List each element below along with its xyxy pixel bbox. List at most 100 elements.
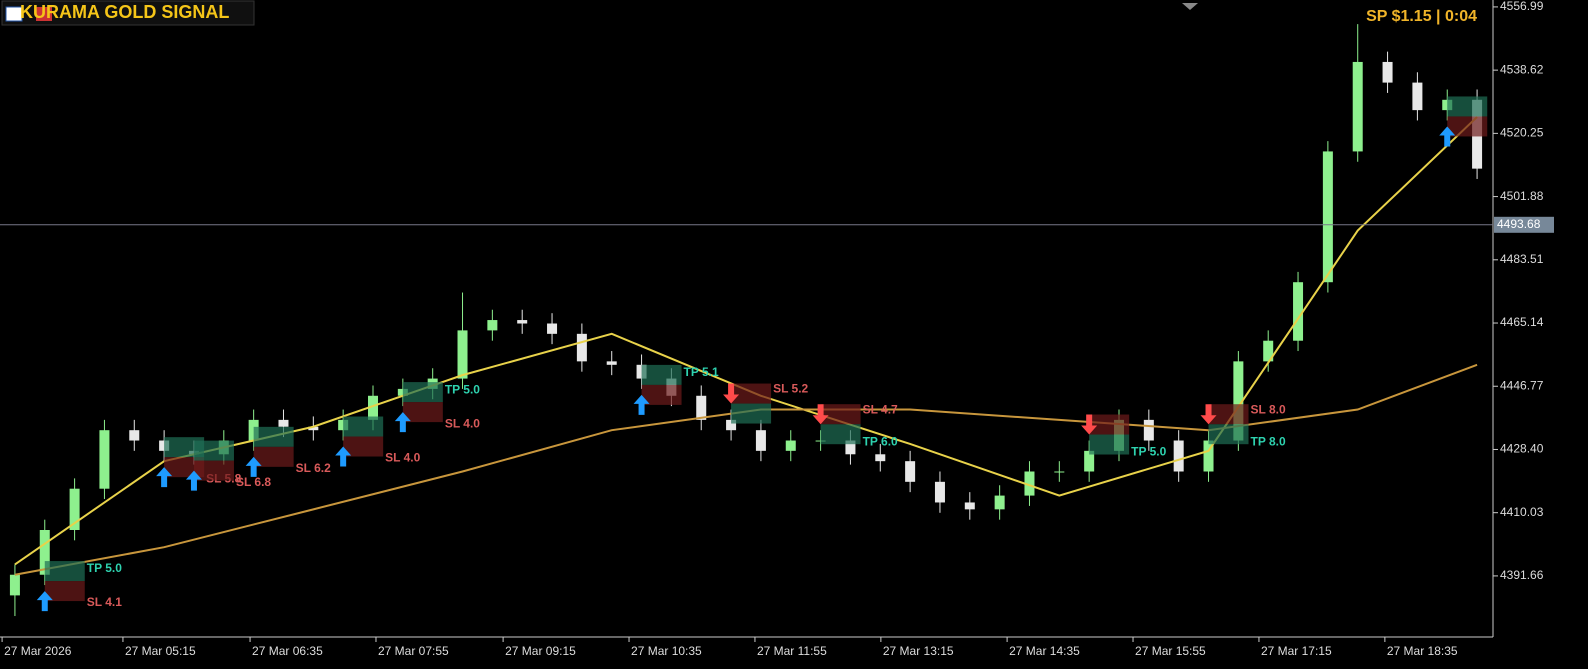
candle-body bbox=[99, 430, 110, 489]
sell-arrow bbox=[1200, 404, 1217, 425]
buy-arrow bbox=[633, 394, 650, 415]
x-tick-label: 27 Mar 06:35 bbox=[252, 644, 323, 658]
tp-label: TP 5.1 bbox=[684, 365, 719, 379]
candle-body bbox=[1084, 450, 1095, 472]
tp-label: TP 6.0 bbox=[863, 434, 898, 448]
sl-zone bbox=[402, 402, 443, 423]
x-tick-label: 27 Mar 17:15 bbox=[1261, 644, 1332, 658]
y-tick-label: 4538.62 bbox=[1500, 62, 1544, 76]
candle-body bbox=[368, 395, 378, 420]
sl-zone bbox=[641, 384, 682, 405]
candle-body bbox=[69, 488, 80, 530]
tp-zone bbox=[820, 424, 861, 445]
sl-zone bbox=[731, 383, 772, 404]
candle-body bbox=[547, 323, 558, 334]
y-tick-label: 4391.66 bbox=[1500, 568, 1544, 582]
buy-arrow bbox=[335, 446, 352, 467]
sl-zone bbox=[820, 404, 861, 425]
tp-zone bbox=[1089, 434, 1130, 455]
tp-zone bbox=[641, 364, 682, 385]
buy-arrow bbox=[394, 412, 411, 433]
tp-label: TP 8.0 bbox=[1251, 434, 1286, 448]
y-tick-label: 4410.03 bbox=[1500, 505, 1544, 519]
x-tick-label: 27 Mar 13:15 bbox=[883, 644, 954, 658]
candle-body bbox=[278, 419, 289, 427]
candle-body bbox=[1173, 440, 1184, 472]
sl-label: SL 4.1 bbox=[87, 595, 122, 609]
y-tick-label: 4428.40 bbox=[1500, 442, 1544, 456]
scroll-marker[interactable] bbox=[1182, 3, 1198, 10]
y-tick-label: 4556.99 bbox=[1500, 0, 1544, 13]
x-tick-label: 27 Mar 14:35 bbox=[1009, 644, 1080, 658]
tp-zone bbox=[731, 403, 772, 424]
candle-body bbox=[1382, 61, 1393, 83]
candle-body bbox=[785, 440, 796, 451]
candle-body bbox=[964, 502, 975, 510]
sl-zone bbox=[1447, 116, 1488, 137]
icon[interactable] bbox=[5, 6, 23, 22]
sl-zone bbox=[193, 460, 234, 481]
candle-body bbox=[1352, 61, 1363, 152]
x-tick-label: 27 Mar 11:55 bbox=[757, 644, 827, 658]
sl-zone bbox=[1089, 414, 1130, 435]
y-tick-label: 4483.51 bbox=[1500, 252, 1544, 266]
x-tick-label: 27 Mar 10:35 bbox=[631, 644, 702, 658]
tp-label: TP 5.0 bbox=[87, 561, 122, 575]
candle-body bbox=[129, 430, 140, 441]
candle-body bbox=[1203, 440, 1214, 472]
tp-zone bbox=[1208, 424, 1249, 445]
x-tick-label: 27 Mar 09:15 bbox=[505, 644, 576, 658]
buy-arrow bbox=[156, 467, 173, 488]
tp-zone bbox=[193, 440, 234, 461]
candle-body bbox=[606, 361, 617, 365]
candle-body bbox=[755, 430, 766, 451]
buy-arrow bbox=[245, 456, 262, 477]
candle-body bbox=[457, 330, 468, 379]
sl-zone bbox=[343, 436, 384, 457]
candle-body bbox=[1233, 361, 1244, 441]
x-tick-label: 27 Mar 15:55 bbox=[1135, 644, 1206, 658]
sl-label: SL 8.0 bbox=[1251, 402, 1286, 416]
tp-zone bbox=[1447, 96, 1488, 117]
sell-arrow bbox=[723, 383, 740, 404]
candle-body bbox=[1293, 282, 1304, 341]
candle-body bbox=[1024, 471, 1035, 496]
tp-zone bbox=[44, 561, 85, 582]
sl-label: SL 4.0 bbox=[385, 451, 420, 465]
candle-body bbox=[308, 426, 319, 431]
candle-body bbox=[517, 320, 528, 324]
y-tick-label: 4520.25 bbox=[1500, 126, 1544, 140]
sl-zone bbox=[1208, 404, 1249, 425]
candle-body bbox=[1054, 471, 1065, 473]
y-tick-label: 4501.88 bbox=[1500, 189, 1544, 203]
candle-body bbox=[1412, 82, 1423, 111]
header-title: KURAMA GOLD SIGNAL bbox=[20, 2, 229, 22]
sl-label: SL 4.0 bbox=[445, 416, 480, 430]
tp-zone bbox=[402, 382, 443, 403]
sl-label: SL 6.8 bbox=[236, 475, 271, 489]
x-tick-label: 27 Mar 05:15 bbox=[125, 644, 196, 658]
sl-label: SL 5.2 bbox=[773, 382, 808, 396]
tp-zone bbox=[343, 416, 384, 437]
candle-body bbox=[934, 481, 945, 503]
candle-body bbox=[696, 395, 707, 420]
y-tick-label: 4446.77 bbox=[1500, 378, 1544, 392]
candle-body bbox=[487, 320, 498, 331]
tp-zone bbox=[253, 426, 294, 447]
candle-body bbox=[39, 530, 50, 575]
sell-arrow bbox=[1081, 414, 1098, 435]
candle-body bbox=[845, 440, 856, 455]
y-tick-label: 4465.14 bbox=[1500, 315, 1544, 329]
current-price-label: 4493.68 bbox=[1497, 217, 1541, 231]
sl-zone bbox=[44, 581, 85, 602]
icon[interactable] bbox=[36, 7, 52, 21]
candle-body bbox=[1263, 340, 1274, 362]
x-tick-label: 27 Mar 2026 bbox=[4, 644, 72, 658]
tp-label: TP 5.0 bbox=[1131, 445, 1166, 459]
buy-arrow bbox=[185, 470, 202, 491]
candle-body bbox=[726, 419, 737, 431]
sell-arrow bbox=[812, 404, 829, 425]
buy-arrow bbox=[1439, 126, 1456, 147]
